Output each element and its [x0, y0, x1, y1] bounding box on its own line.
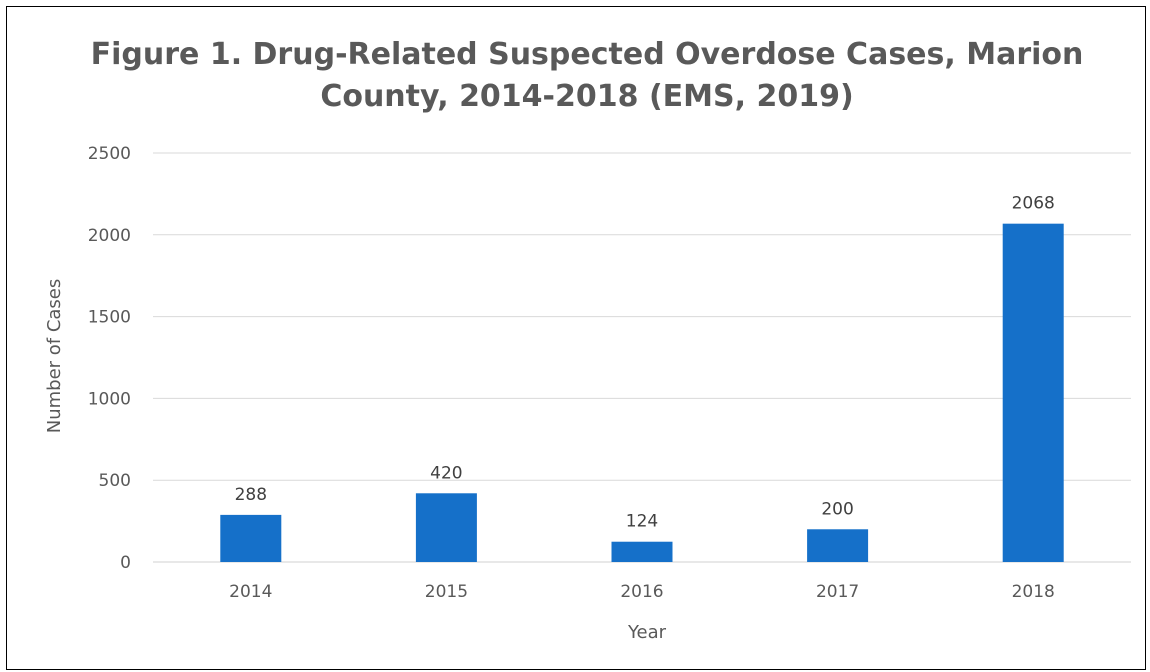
- x-tick-label-2017: 2017: [816, 582, 859, 602]
- x-tick-label-2014: 2014: [229, 582, 272, 602]
- data-label-2018: 2068: [1012, 194, 1055, 214]
- y-tick-label: 500: [99, 471, 131, 491]
- y-tick-labels: 0 500 1000 1500 2000 2500: [88, 144, 131, 573]
- x-tick-labels: 2014 2015 2016 2017 2018: [229, 582, 1055, 602]
- y-tick-label: 0: [120, 553, 131, 573]
- data-label-2014: 288: [235, 485, 267, 505]
- bar-2014: [220, 514, 282, 562]
- gridlines: [153, 152, 1131, 563]
- bars: [220, 223, 1064, 562]
- x-tick-label-2018: 2018: [1012, 582, 1055, 602]
- bar-2017: [807, 529, 869, 562]
- y-tick-label: 1000: [88, 389, 131, 409]
- chart-title-line-2: County, 2014-2018 (EMS, 2019): [320, 79, 853, 114]
- bar-2018: [1002, 223, 1064, 562]
- data-label-2016: 124: [626, 512, 658, 532]
- y-tick-label: 2500: [88, 144, 131, 164]
- y-tick-label: 2000: [88, 226, 131, 246]
- bar-2016: [611, 541, 673, 562]
- data-labels: 288 420 124 200 2068: [235, 194, 1055, 532]
- data-label-2017: 200: [821, 499, 853, 519]
- chart-svg: Figure 1. Drug-Related Suspected Overdos…: [44, 37, 1131, 643]
- y-axis-title: Number of Cases: [44, 279, 65, 434]
- x-tick-label-2016: 2016: [620, 582, 663, 602]
- x-axis-title: Year: [627, 622, 667, 643]
- x-tick-label-2015: 2015: [425, 582, 468, 602]
- data-label-2015: 420: [430, 463, 462, 483]
- chart-frame: Figure 1. Drug-Related Suspected Overdos…: [6, 6, 1146, 670]
- chart-title-line-1: Figure 1. Drug-Related Suspected Overdos…: [91, 37, 1084, 72]
- y-tick-label: 1500: [88, 308, 131, 328]
- bar-2015: [415, 493, 477, 562]
